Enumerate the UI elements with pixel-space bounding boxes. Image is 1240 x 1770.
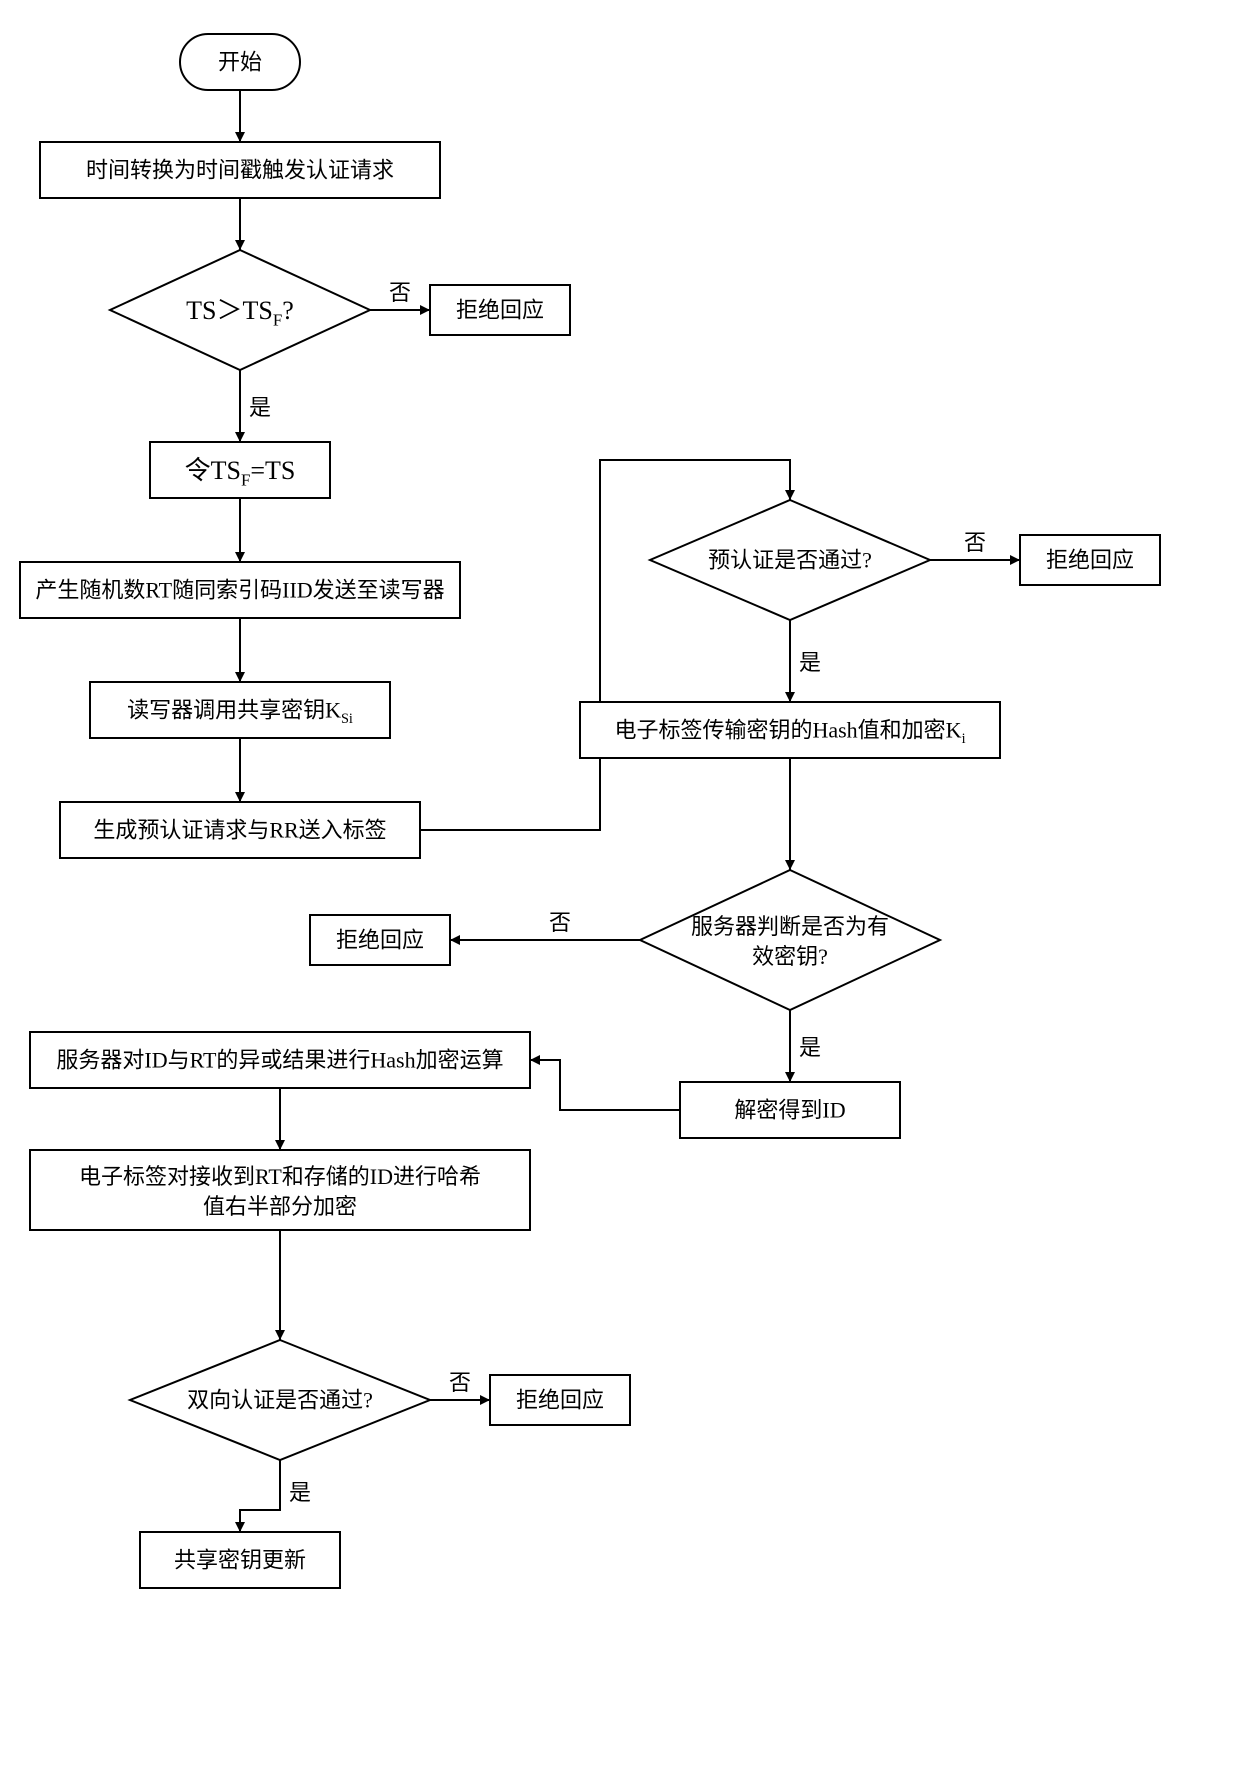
node-label: 时间转换为时间戳触发认证请求: [86, 158, 394, 183]
node-label: 产生随机数RT随同索引码IID发送至读写器: [35, 578, 444, 603]
node-label-2: 值右半部分加密: [203, 1194, 357, 1219]
edge-label: 是: [249, 395, 271, 420]
edge-label: 否: [549, 910, 571, 935]
node-label: 令TSF=TS: [185, 456, 296, 490]
node-p1: 时间转换为时间戳触发认证请求: [40, 142, 440, 198]
node-d1: TS＞TSF?: [110, 250, 370, 370]
edge: [530, 1060, 680, 1110]
edge-label: 是: [799, 650, 821, 675]
edge-label: 否: [389, 280, 411, 305]
node-p10: 共享密钥更新: [140, 1532, 340, 1588]
node-start: 开始: [180, 34, 300, 90]
node-p8: 服务器对ID与RT的异或结果进行Hash加密运算: [30, 1032, 530, 1088]
node-d3: 服务器判断是否为有效密钥?: [640, 870, 940, 1010]
node-label: 服务器判断是否为有: [691, 914, 889, 939]
node-p5: 生成预认证请求与RR送入标签: [60, 802, 420, 858]
edge-label: 否: [964, 530, 986, 555]
node-label: 拒绝回应: [336, 928, 424, 953]
node-p7: 解密得到ID: [680, 1082, 900, 1138]
node-label: 服务器对ID与RT的异或结果进行Hash加密运算: [56, 1048, 503, 1073]
node-p6: 电子标签传输密钥的Hash值和加密Ki: [580, 702, 1000, 758]
node-label: 拒绝回应: [456, 298, 544, 323]
node-r4: 拒绝回应: [490, 1375, 630, 1425]
node-p9: 电子标签对接收到RT和存储的ID进行哈希值右半部分加密: [30, 1150, 530, 1230]
edge: [240, 1460, 280, 1532]
node-label: 预认证是否通过?: [708, 548, 872, 573]
node-label-2: 效密钥?: [752, 944, 828, 969]
node-p3: 产生随机数RT随同索引码IID发送至读写器: [20, 562, 460, 618]
node-label: 共享密钥更新: [174, 1548, 306, 1573]
node-label: 开始: [218, 50, 262, 75]
node-label: 双向认证是否通过?: [187, 1388, 373, 1413]
edge-label: 是: [289, 1480, 311, 1505]
node-label: 拒绝回应: [1046, 548, 1134, 573]
node-label: 电子标签对接收到RT和存储的ID进行哈希: [79, 1164, 481, 1189]
node-p2: 令TSF=TS: [150, 442, 330, 498]
node-p4: 读写器调用共享密钥KSi: [90, 682, 390, 738]
node-d2: 预认证是否通过?: [650, 500, 930, 620]
node-d4: 双向认证是否通过?: [130, 1340, 430, 1460]
node-label: 拒绝回应: [516, 1388, 604, 1413]
node-label: 生成预认证请求与RR送入标签: [93, 818, 386, 843]
node-r2: 拒绝回应: [1020, 535, 1160, 585]
edge-label: 否: [449, 1370, 471, 1395]
node-label: 解密得到ID: [734, 1098, 845, 1123]
node-r1: 拒绝回应: [430, 285, 570, 335]
nodes-group: 开始时间转换为时间戳触发认证请求TS＞TSF?拒绝回应令TSF=TS产生随机数R…: [20, 34, 1160, 1588]
node-r3: 拒绝回应: [310, 915, 450, 965]
flowchart-canvas: 否是否是否是否是开始时间转换为时间戳触发认证请求TS＞TSF?拒绝回应令TSF=…: [0, 0, 1240, 1770]
edge: [420, 460, 790, 830]
edge-label: 是: [799, 1035, 821, 1060]
